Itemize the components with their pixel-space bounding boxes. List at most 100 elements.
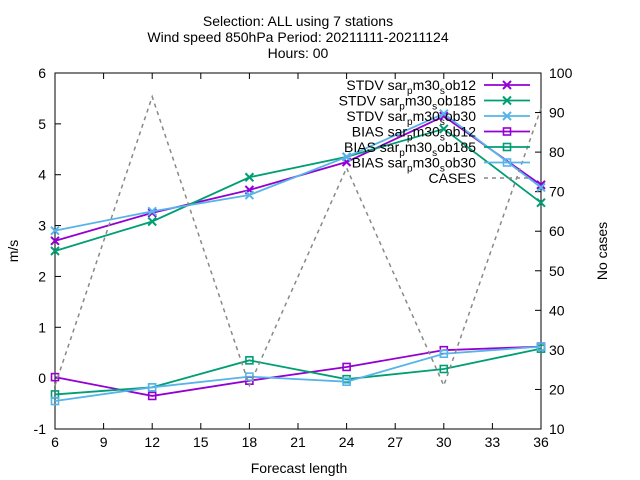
legend-label-part: s: [440, 164, 445, 175]
x-tick-label: 21: [290, 434, 306, 450]
data-point: [342, 377, 351, 387]
data-point-stroke-b: [439, 124, 449, 134]
legend-label-part: ob30: [445, 108, 476, 124]
legend-sample-marker-stroke-b: [502, 80, 512, 90]
data-point: [439, 111, 449, 121]
x-tick-label: 9: [100, 434, 108, 450]
legend-label: STDV sarpm30sob12: [346, 77, 476, 97]
legend-label-part: s: [440, 117, 445, 128]
legend-label-part: STDV sar: [339, 93, 400, 109]
legend-entry-5: BIAS sarpm30sob30: [352, 155, 530, 175]
series-line: [54, 345, 542, 397]
legend-sample-marker: [502, 80, 512, 90]
y2-tick-label: 10: [549, 421, 565, 437]
legend-label-part: STDV sar: [346, 108, 407, 124]
series-layer: [50, 94, 546, 406]
legend-label: STDV sarpm30sob185: [339, 93, 477, 113]
legend-label-part: p: [407, 133, 413, 144]
y2-tick-label: 40: [549, 302, 565, 318]
legend-label-part: s: [432, 102, 437, 113]
y2-tick-label: 60: [549, 223, 565, 239]
axes: 6 9 12 15 18 21 24 27 30 33 36-1012345610203040506…: [34, 65, 573, 450]
legend-label: CASES: [429, 170, 476, 186]
y-tick-label: 5: [38, 116, 46, 132]
data-point-stroke-b: [439, 108, 449, 119]
legend-sample-marker: [502, 95, 512, 106]
legend-label-part: BIAS sar: [344, 139, 400, 155]
legend-entry-4: BIAS sarpm30sob185: [344, 139, 530, 159]
data-point: [147, 216, 157, 227]
legend-label-part: m30: [413, 155, 440, 171]
y2-tick-label: 50: [549, 263, 565, 279]
y2-tick-label: 100: [549, 65, 573, 81]
data-point-stroke-b: [439, 111, 449, 121]
data-point: [244, 172, 255, 182]
data-point-stroke-b: [147, 216, 157, 227]
x-tick-label: 33: [485, 434, 501, 450]
legend-label-part: ob185: [437, 139, 476, 155]
y2-tick-label: 90: [549, 105, 565, 121]
data-point: [342, 362, 351, 372]
data-point-stroke-b: [50, 246, 60, 256]
data-point: [244, 190, 255, 200]
legend-label-part: STDV sar: [346, 77, 407, 93]
legend-label-part: m30: [413, 124, 440, 140]
y-axis-label: m/s: [5, 240, 21, 263]
legend-entry-6: CASES: [429, 170, 530, 186]
data-point: [536, 182, 546, 193]
y-tick-label: 0: [38, 370, 46, 386]
series-6: [54, 94, 542, 388]
legend-label-part: ob30: [445, 155, 476, 171]
data-point: [147, 391, 157, 401]
x-tick-label: 6: [51, 434, 59, 450]
legend-label-part: ob185: [437, 93, 476, 109]
legend-label-part: ob12: [445, 77, 476, 93]
data-point: [245, 356, 254, 365]
legend-label-part: ob12: [445, 124, 476, 140]
legend-label-part: BIAS sar: [352, 124, 408, 140]
x-tick-label: 15: [193, 434, 209, 450]
legend-label: BIAS sarpm30sob30: [352, 155, 476, 175]
series-line: [54, 112, 542, 232]
legend-label-part: s: [432, 148, 437, 159]
legend-sample-marker: [502, 142, 512, 152]
series-line: [54, 94, 542, 388]
data-point-stroke-b: [536, 197, 546, 208]
data-point-stroke-b: [341, 152, 352, 162]
legend-label: STDV sarpm30sob30: [346, 108, 476, 128]
series-line: [54, 127, 542, 252]
legend-label-part: p: [407, 86, 413, 97]
legend-entry-1: STDV sarpm30sob185: [339, 93, 530, 113]
title-line-2: Wind speed 850hPa Period: 20211111-20211…: [147, 29, 448, 45]
y-tick-label: 1: [38, 319, 46, 335]
legend-label-part: s: [440, 133, 445, 144]
legend-label-part: CASES: [429, 170, 476, 186]
x-tick-label: 36: [533, 434, 549, 450]
y2-tick-label: 70: [549, 184, 565, 200]
series-5: [50, 342, 546, 406]
data-point: [536, 197, 546, 208]
legend-label-part: p: [407, 164, 413, 175]
y-tick-label: 4: [38, 167, 46, 183]
legend-sample-marker-stroke-b: [502, 95, 512, 106]
data-point: [50, 236, 60, 246]
data-point: [50, 246, 60, 256]
legend-label-part: m30: [405, 139, 432, 155]
y-tick-label: 2: [38, 268, 46, 284]
legend-sample-marker: [502, 111, 512, 121]
y2-tick-label: 80: [549, 144, 565, 160]
data-point: [439, 349, 449, 359]
data-point-stroke-b: [536, 182, 546, 193]
x-tick-label: 12: [144, 434, 160, 450]
legend-label: BIAS sarpm30sob12: [352, 124, 476, 144]
data-point: [536, 342, 546, 351]
series-2: [50, 108, 546, 236]
data-point-stroke-b: [244, 172, 255, 182]
x-axis-label: Forecast length: [251, 460, 348, 476]
legend-label-part: m30: [413, 108, 440, 124]
series-line: [54, 347, 542, 396]
data-point: [147, 382, 157, 392]
data-point-stroke-b: [147, 206, 157, 217]
x-tick-label: 27: [387, 434, 403, 450]
